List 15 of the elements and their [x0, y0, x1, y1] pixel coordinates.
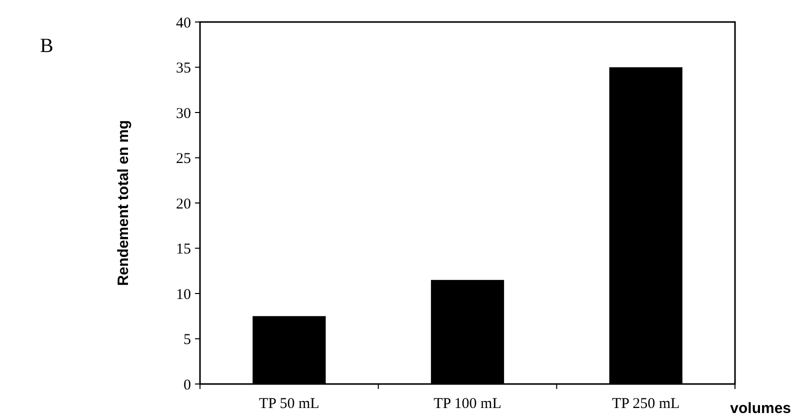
- x-tick-label: TP 100 mL: [434, 396, 502, 412]
- y-tick-label: 5: [184, 332, 191, 348]
- x-tick-label: TP 250 mL: [612, 396, 680, 412]
- y-tick-label: 30: [176, 106, 191, 122]
- y-tick-label: 35: [176, 60, 191, 76]
- y-tick-label: 0: [184, 377, 191, 394]
- y-axis-title: Rendement total en mg: [115, 120, 132, 286]
- x-axis-title: volumes: [730, 400, 791, 416]
- text: B: [40, 35, 54, 57]
- y-tick-label: 40: [176, 15, 191, 32]
- y-tick-label: 25: [176, 151, 191, 167]
- y-tick-label: 15: [176, 242, 191, 258]
- y-tick-label: 10: [176, 286, 191, 303]
- x-tick-label: TP 50 mL: [259, 396, 320, 412]
- y-tick-label: 20: [176, 196, 191, 212]
